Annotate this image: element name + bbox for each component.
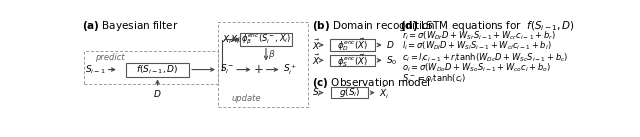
Text: $\mathbf{(a)}$ Bayesian filter: $\mathbf{(a)}$ Bayesian filter xyxy=(83,19,179,33)
Text: $S_0$: $S_0$ xyxy=(386,54,397,67)
Text: $r_i = \sigma(W_{Dr}D + W_{Sr}S_{i-1} + W_{cr}c_{i-1} + b_r)$: $r_i = \sigma(W_{Dr}D + W_{Sr}S_{i-1} + … xyxy=(402,29,556,42)
Text: $\phi_\beta^{enc}(S_i^-, X_i)$: $\phi_\beta^{enc}(S_i^-, X_i)$ xyxy=(241,32,291,47)
Text: $\beta$: $\beta$ xyxy=(268,48,275,61)
Text: $f(S_{i-1}, D)$: $f(S_{i-1}, D)$ xyxy=(136,63,179,76)
Text: $S_i^- = o_i\tanh(c_i)$: $S_i^- = o_i\tanh(c_i)$ xyxy=(402,73,466,86)
Text: $+$: $+$ xyxy=(253,63,264,76)
Text: $\mathbf{(c)}$ Observation model: $\mathbf{(c)}$ Observation model xyxy=(312,76,431,90)
Text: predict: predict xyxy=(95,53,125,62)
Text: $c_i = l_i c_{i-1} + r_i\tanh(W_{Dc}D + W_{Sc}S_{i-1} + b_c)$: $c_i = l_i c_{i-1} + r_i\tanh(W_{Dc}D + … xyxy=(402,51,568,64)
FancyBboxPatch shape xyxy=(239,33,292,46)
Text: $D$: $D$ xyxy=(386,39,395,50)
FancyBboxPatch shape xyxy=(331,87,368,99)
Text: $\mathbf{(b)}$ Domain recognition: $\mathbf{(b)}$ Domain recognition xyxy=(312,19,435,33)
Text: $g(S_i)$: $g(S_i)$ xyxy=(339,86,360,99)
Text: $\phi_D^{enc}(\vec{X})$: $\phi_D^{enc}(\vec{X})$ xyxy=(337,37,369,53)
Text: $\vec{X}$: $\vec{X}$ xyxy=(312,53,321,67)
Text: $\mathbf{(d)}$ LSTM equations for  $f(S_{i-1}, D)$: $\mathbf{(d)}$ LSTM equations for $f(S_{… xyxy=(400,19,575,33)
Text: $D$: $D$ xyxy=(153,88,162,99)
Text: $l_i = \sigma(W_{Dl}D + W_{Sl}S_{i-1} + W_{cl}c_{i-1} + b_l)$: $l_i = \sigma(W_{Dl}D + W_{Sl}S_{i-1} + … xyxy=(402,39,551,52)
Text: $S_i^-$: $S_i^-$ xyxy=(220,63,234,76)
Text: $S_i^+$: $S_i^+$ xyxy=(283,62,298,77)
Text: $\vec{X}$: $\vec{X}$ xyxy=(312,38,321,52)
Text: update: update xyxy=(231,94,260,103)
Text: $\phi_S^{enc}(\vec{X})$: $\phi_S^{enc}(\vec{X})$ xyxy=(337,52,369,69)
Text: $X_i$: $X_i$ xyxy=(230,33,240,46)
FancyBboxPatch shape xyxy=(330,55,375,66)
FancyBboxPatch shape xyxy=(125,63,189,76)
FancyBboxPatch shape xyxy=(330,39,375,51)
Text: $S_{i-1}$: $S_{i-1}$ xyxy=(85,63,106,76)
Text: $o_i = \sigma(W_{Do}D + W_{So}S_{i-1} + W_{co}c_i + b_o)$: $o_i = \sigma(W_{Do}D + W_{So}S_{i-1} + … xyxy=(402,62,551,74)
Text: $X_i$: $X_i$ xyxy=(222,33,232,46)
Text: $S_i$: $S_i$ xyxy=(312,86,321,99)
Text: $\hat{X}_i$: $\hat{X}_i$ xyxy=(379,85,390,101)
